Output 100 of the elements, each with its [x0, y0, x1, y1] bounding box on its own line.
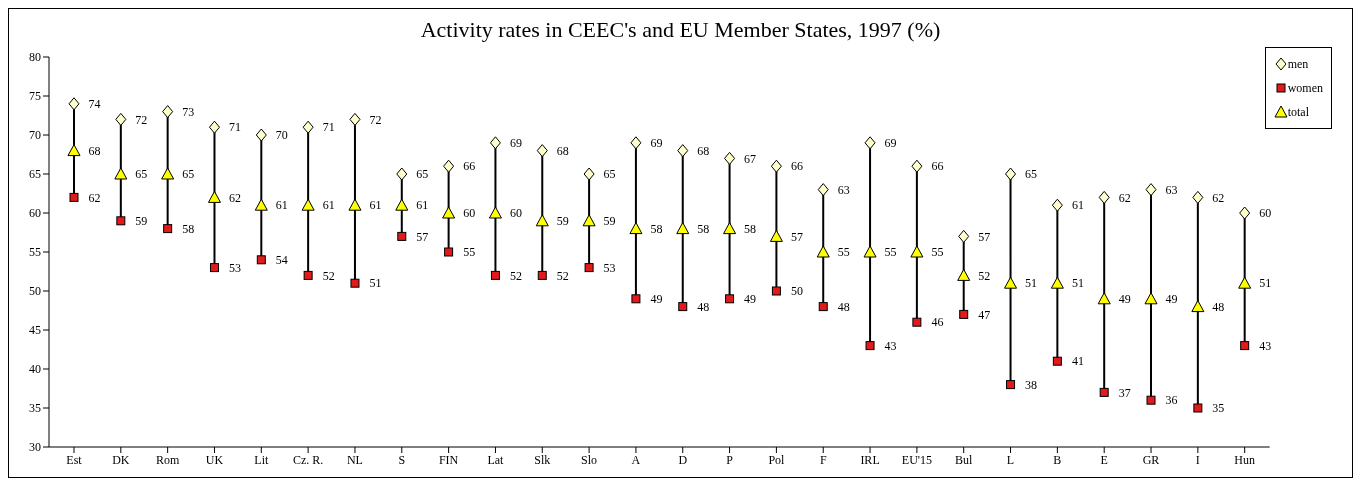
data-label: 55 [837, 245, 850, 260]
data-label: 61 [369, 198, 382, 213]
point [115, 112, 127, 126]
data-label: 63 [1165, 182, 1178, 197]
x-tick-label: IRL [860, 452, 880, 467]
point [678, 302, 688, 312]
x-tick-label: DK [112, 452, 130, 467]
data-label: 68 [556, 143, 569, 158]
data-label: 37 [1118, 385, 1131, 400]
point [864, 136, 876, 150]
point [582, 214, 596, 227]
data-label: 65 [182, 167, 195, 182]
point [256, 255, 266, 265]
data-label: 69 [884, 136, 897, 151]
data-label: 61 [275, 198, 288, 213]
data-label: 67 [744, 151, 757, 166]
data-label: 49 [650, 292, 663, 307]
data-label: 62 [88, 190, 101, 205]
x-tick-label: Lat [487, 452, 505, 467]
data-label: 58 [744, 221, 757, 236]
y-tick-label: 60 [29, 206, 41, 221]
data-label: 66 [790, 159, 803, 174]
y-tick-label: 55 [29, 245, 41, 260]
data-label: 52 [556, 268, 569, 283]
point [163, 224, 173, 234]
point [629, 222, 643, 235]
point [302, 120, 314, 134]
data-label: 46 [931, 315, 944, 330]
point [724, 151, 736, 165]
point [348, 198, 362, 211]
x-tick-label: Bul [955, 452, 974, 467]
data-label: 58 [697, 221, 710, 236]
point [303, 270, 313, 280]
x-tick-label: L [1006, 452, 1015, 467]
data-label: 66 [463, 159, 476, 174]
data-label: 62 [1118, 190, 1131, 205]
x-tick-label: Rom [155, 452, 180, 467]
point [677, 144, 689, 158]
data-label: 60 [509, 206, 522, 221]
point [1240, 341, 1250, 351]
data-label: 65 [603, 167, 616, 182]
point [1004, 276, 1018, 289]
x-tick-label: Cz. R. [292, 452, 324, 467]
legend-label: men [1287, 56, 1309, 72]
y-tick-label: 30 [29, 440, 41, 455]
point [396, 167, 408, 181]
point [770, 159, 782, 173]
data-label: 66 [931, 159, 944, 174]
data-label: 48 [697, 299, 710, 314]
y-tick-label: 80 [29, 50, 41, 65]
x-tick-label: Pol [768, 452, 786, 467]
data-label: 47 [978, 307, 991, 322]
point [910, 245, 924, 258]
point [912, 317, 922, 327]
data-label: 74 [88, 97, 101, 112]
point [535, 214, 549, 227]
data-label: 57 [790, 229, 803, 244]
data-label: 65 [416, 167, 429, 182]
x-tick-label: S [398, 452, 406, 467]
point [863, 245, 877, 258]
y-tick-label: 40 [29, 362, 41, 377]
data-label: 72 [369, 112, 382, 127]
chart-title: Activity rates in CEEC's and EU Member States, 1997 (%) [419, 16, 942, 44]
x-tick-label: Slk [534, 452, 551, 467]
point [254, 198, 268, 211]
point [817, 183, 829, 197]
point [818, 302, 828, 312]
point [957, 268, 971, 281]
point [1006, 380, 1016, 390]
point [161, 167, 175, 180]
data-label: 68 [697, 143, 710, 158]
data-label: 62 [228, 190, 241, 205]
point [959, 309, 969, 319]
data-label: 54 [275, 253, 288, 268]
y-tick-label: 45 [29, 323, 41, 338]
data-label: 55 [884, 245, 897, 260]
point [443, 159, 455, 173]
point [583, 167, 595, 181]
data-label: 59 [556, 214, 569, 229]
data-label: 38 [1025, 377, 1038, 392]
point [676, 222, 690, 235]
data-label: 51 [1025, 276, 1038, 291]
point [584, 263, 594, 273]
point [116, 216, 126, 226]
point [208, 120, 220, 134]
point [816, 245, 830, 258]
data-label: 51 [1259, 276, 1272, 291]
data-label: 61 [416, 198, 429, 213]
point [631, 294, 641, 304]
data-label: 61 [322, 198, 335, 213]
point [725, 294, 735, 304]
data-label: 60 [1259, 206, 1272, 221]
point [301, 198, 315, 211]
data-label: 52 [322, 268, 335, 283]
data-label: 57 [416, 229, 429, 244]
data-label: 52 [509, 268, 522, 283]
x-tick-label: E [1100, 452, 1108, 467]
data-label: 49 [744, 292, 757, 307]
data-label: 53 [228, 260, 241, 275]
x-tick-label: A [631, 452, 641, 467]
